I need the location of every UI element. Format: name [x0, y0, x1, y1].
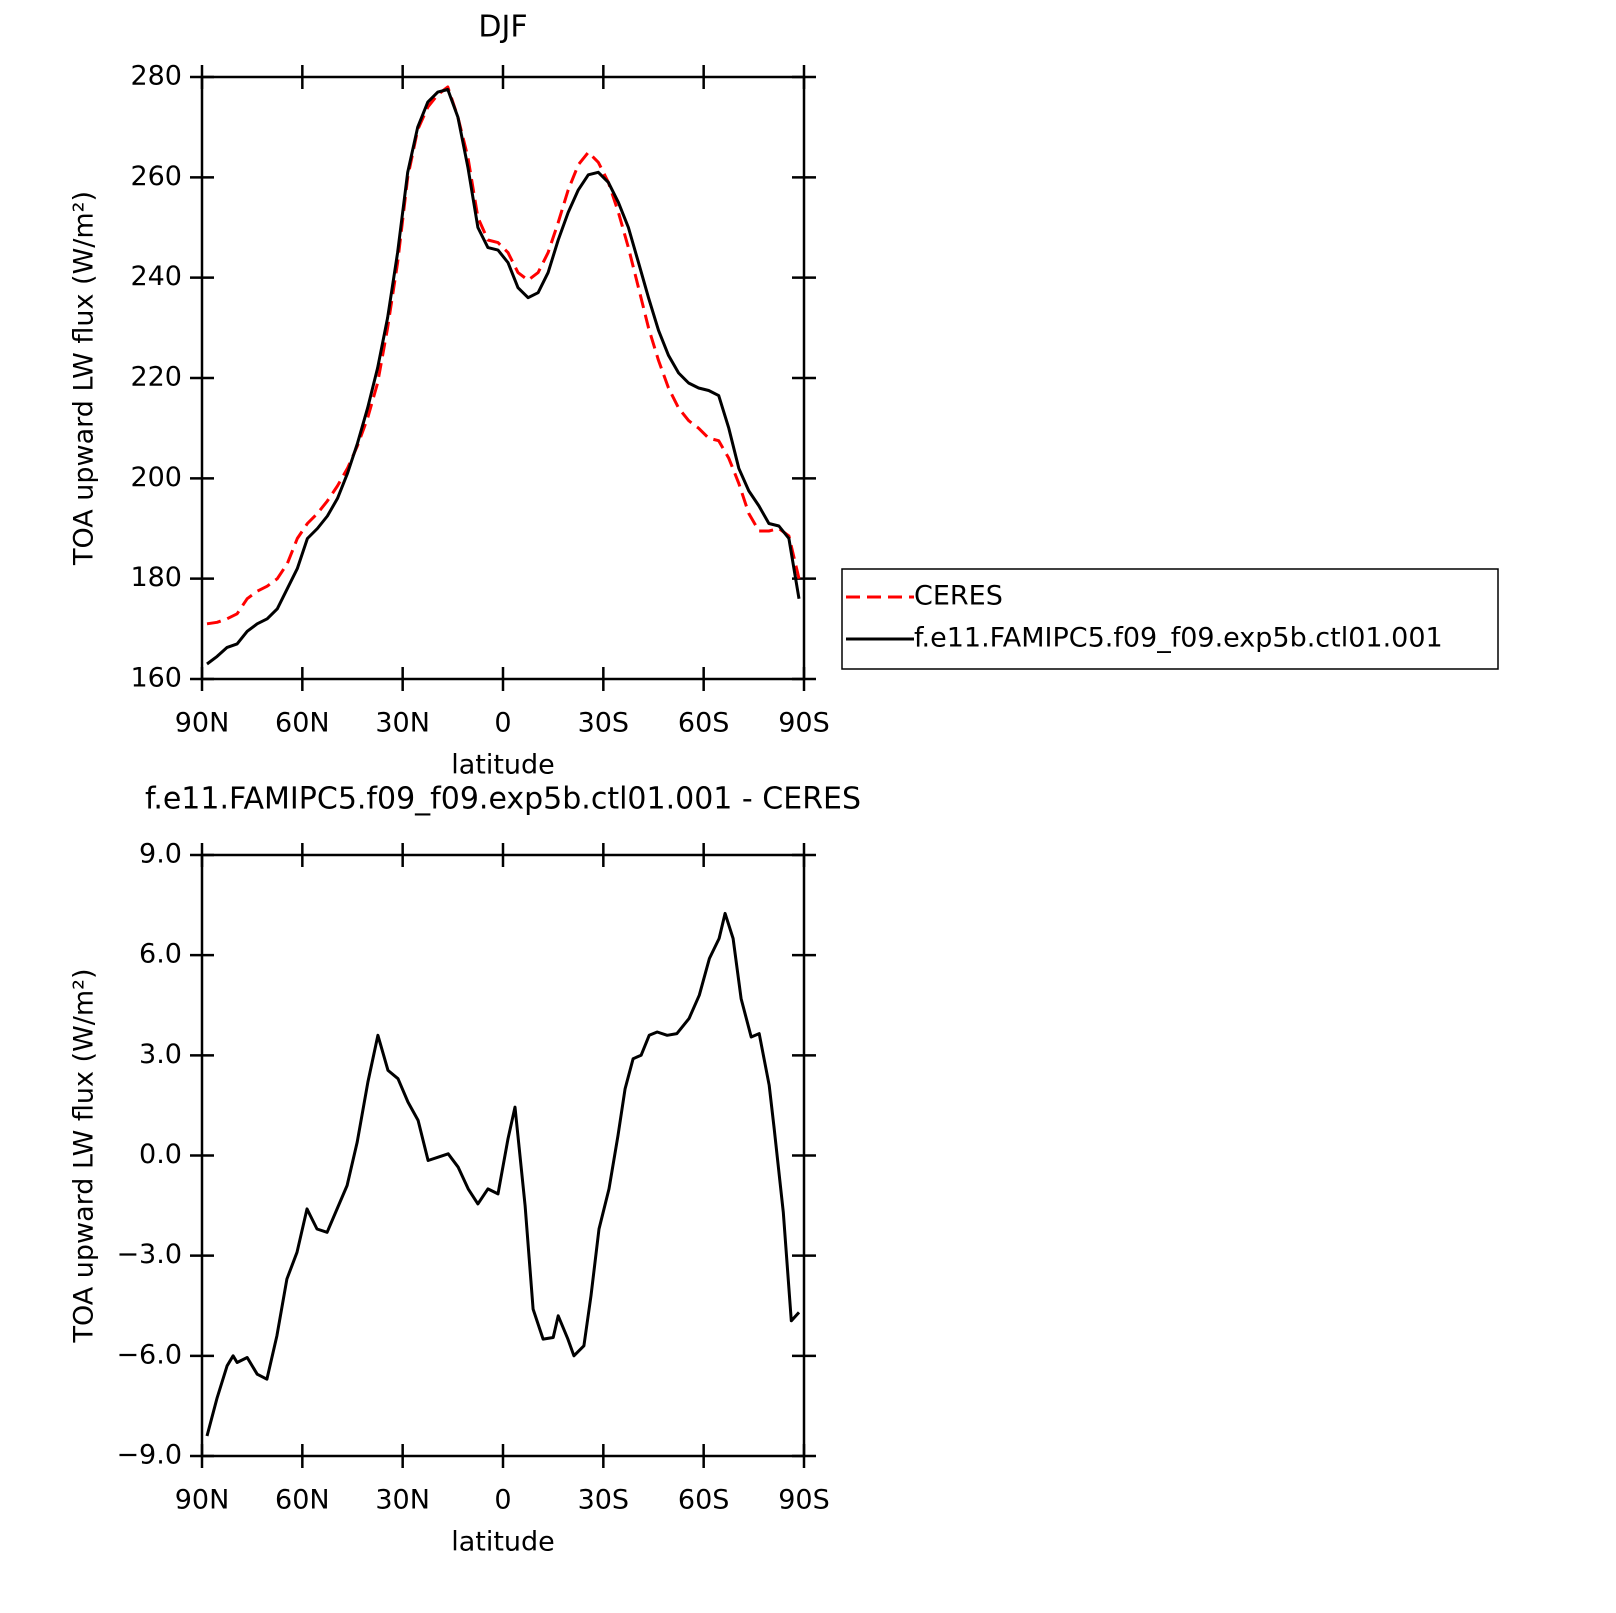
x-tick-label: 90S	[778, 708, 830, 739]
y-tick-label: 160	[130, 663, 182, 694]
y-tick-label: 220	[130, 362, 182, 393]
x-tick-label: 90N	[175, 708, 230, 739]
legend-label: f.e11.FAMIPC5.f09_f09.exp5b.ctl01.001	[914, 623, 1443, 654]
y-tick-label: 0.0	[139, 1139, 182, 1170]
y-tick-label: 180	[130, 562, 182, 593]
x-tick-label: 60N	[275, 708, 330, 739]
x-tick-label: 30N	[375, 708, 430, 739]
chart-title: DJF	[478, 10, 527, 45]
y-axis-label: TOA upward LW flux (W/m²)	[69, 191, 100, 566]
y-tick-label: −3.0	[116, 1239, 182, 1270]
x-tick-label: 60N	[275, 1485, 330, 1516]
x-tick-label: 60S	[678, 1485, 730, 1516]
x-tick-label: 90S	[778, 1485, 830, 1516]
x-tick-label: 60S	[678, 708, 730, 739]
x-axis-label: latitude	[451, 1527, 555, 1558]
chart-title: f.e11.FAMIPC5.f09_f09.exp5b.ctl01.001 - …	[145, 782, 861, 817]
legend-box	[841, 568, 1499, 670]
x-tick-label: 0	[494, 1485, 511, 1516]
legend-label: CERES	[914, 581, 1003, 612]
data-line	[206, 85, 801, 626]
x-tick-label: 90N	[175, 1485, 230, 1516]
y-tick-label: 3.0	[139, 1039, 182, 1070]
x-tick-label: 30N	[375, 1485, 430, 1516]
y-tick-label: −6.0	[116, 1339, 182, 1370]
y-tick-label: 6.0	[139, 939, 182, 970]
x-tick-label: 0	[494, 708, 511, 739]
y-tick-label: 200	[130, 462, 182, 493]
data-line	[205, 911, 801, 1437]
y-tick-label: 280	[130, 61, 182, 92]
y-tick-label: 9.0	[139, 839, 182, 870]
x-axis-label: latitude	[451, 750, 555, 781]
x-tick-label: 30S	[578, 708, 630, 739]
y-tick-label: 240	[130, 261, 182, 292]
plot-frame	[200, 75, 806, 681]
plot-frame	[200, 853, 806, 1458]
y-tick-label: −9.0	[116, 1440, 182, 1471]
data-line	[206, 88, 801, 666]
y-axis-label: TOA upward LW flux (W/m²)	[69, 968, 100, 1343]
y-tick-label: 260	[130, 161, 182, 192]
x-tick-label: 30S	[578, 1485, 630, 1516]
